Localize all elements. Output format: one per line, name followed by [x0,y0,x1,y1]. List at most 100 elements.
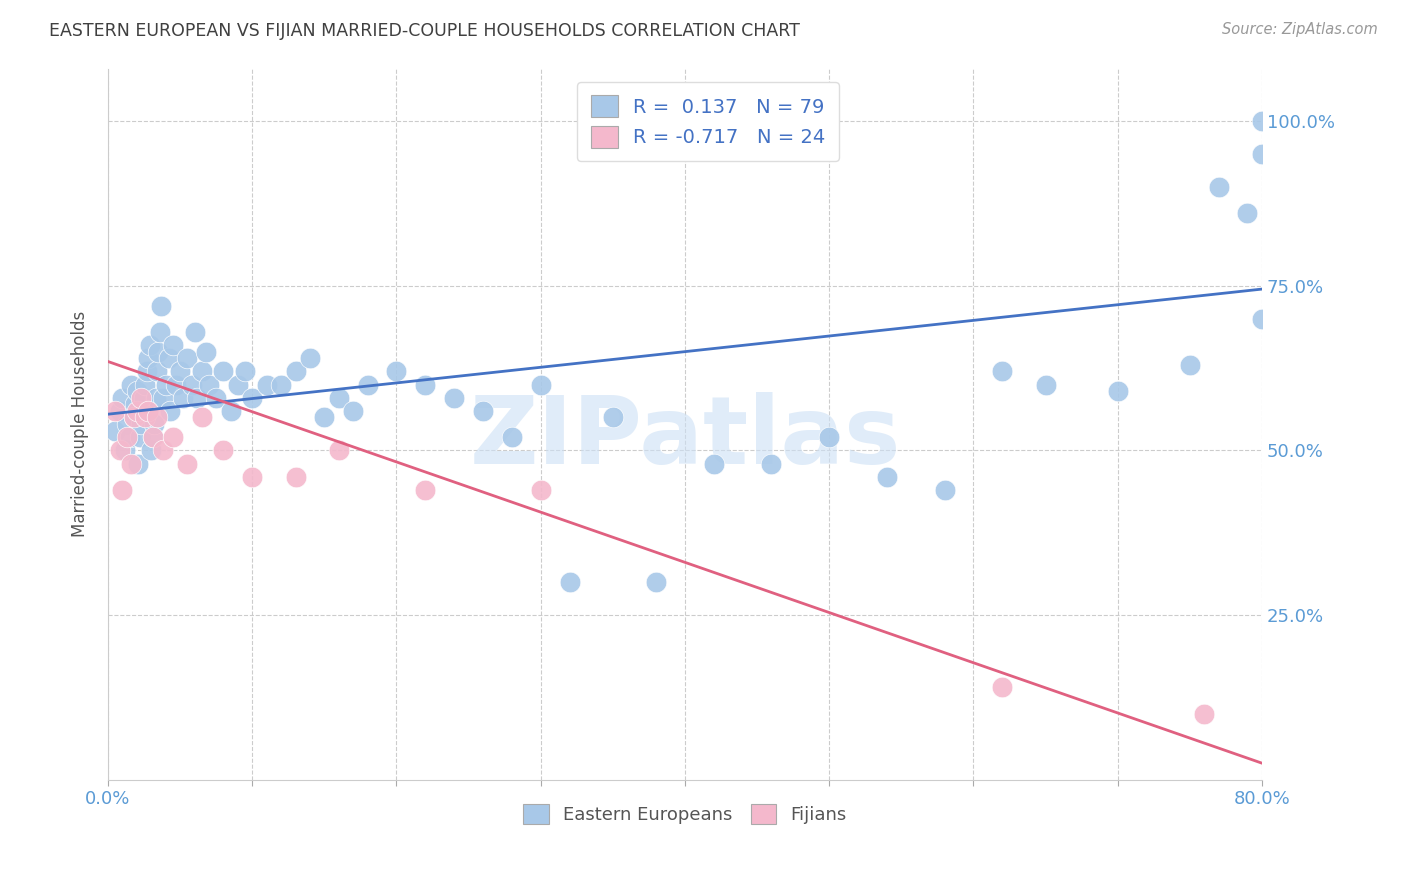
Point [991,364,1014,378]
Point [157,351,180,366]
Point [530,483,553,497]
Point [645,575,668,590]
Point [114,443,136,458]
Point [108,404,131,418]
Point [111,483,134,497]
Point [240,391,263,405]
Point [148,344,170,359]
Point [876,469,898,483]
Point [385,364,408,378]
Point [240,469,263,483]
Point [314,410,336,425]
Point [413,377,436,392]
Point [284,364,307,378]
Point [146,410,169,425]
Point [186,391,208,405]
Point [1192,706,1215,721]
Point [129,391,152,405]
Point [134,410,156,425]
Point [152,391,174,405]
Point [226,377,249,392]
Point [818,430,841,444]
Point [125,404,148,418]
Point [212,364,235,378]
Point [124,397,146,411]
Point [162,430,184,444]
Point [146,364,169,378]
Point [1251,147,1274,161]
Point [128,430,150,444]
Point [115,430,138,444]
Point [761,457,783,471]
Point [141,443,163,458]
Point [129,417,152,431]
Point [1251,311,1274,326]
Point [328,391,350,405]
Point [120,457,142,471]
Point [219,404,242,418]
Point [142,430,165,444]
Point [256,377,278,392]
Point [198,377,221,392]
Point [172,391,194,405]
Text: ZIPatlas: ZIPatlas [470,392,901,484]
Y-axis label: Married-couple Households: Married-couple Households [72,311,89,537]
Point [111,391,134,405]
Point [139,338,162,352]
Point [342,404,364,418]
Legend: Eastern Europeans, Fijians: Eastern Europeans, Fijians [513,793,858,835]
Point [122,410,145,425]
Text: Source: ZipAtlas.com: Source: ZipAtlas.com [1222,22,1378,37]
Point [356,377,378,392]
Point [284,469,307,483]
Point [127,457,149,471]
Point [138,404,160,418]
Point [149,325,172,339]
Point [104,404,127,418]
Point [1236,206,1258,220]
Point [1251,114,1274,128]
Point [104,424,127,438]
Point [183,325,205,339]
Point [1107,384,1129,399]
Point [120,377,142,392]
Point [176,351,198,366]
Point [108,443,131,458]
Point [122,410,145,425]
Point [131,404,153,418]
Point [991,681,1014,695]
Point [934,483,956,497]
Point [270,377,292,392]
Point [501,430,523,444]
Point [165,377,187,392]
Point [602,410,624,425]
Point [1178,358,1201,372]
Point [152,443,174,458]
Point [115,417,138,431]
Point [159,404,181,418]
Point [162,338,184,352]
Point [180,377,202,392]
Point [138,351,160,366]
Point [132,391,155,405]
Point [118,430,141,444]
Point [703,457,725,471]
Point [1208,180,1230,194]
Point [558,575,581,590]
Point [443,391,465,405]
Point [145,391,167,405]
Point [233,364,256,378]
Point [195,344,218,359]
Point [155,377,177,392]
Point [125,384,148,399]
Point [169,364,191,378]
Point [136,364,159,378]
Point [143,417,166,431]
Point [413,483,436,497]
Point [134,377,156,392]
Point [190,410,212,425]
Point [530,377,553,392]
Point [298,351,321,366]
Point [472,404,495,418]
Point [190,364,212,378]
